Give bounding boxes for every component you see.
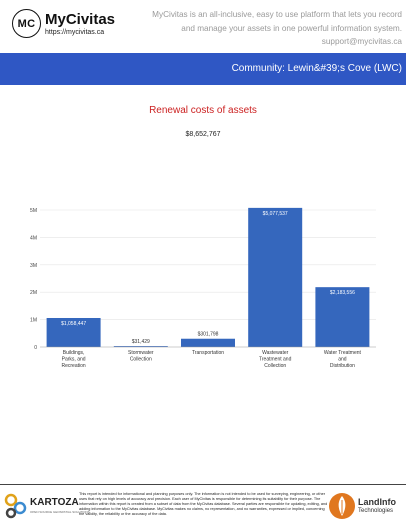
- kartoza-mark-icon: [4, 493, 27, 519]
- bar-value-label: $2,183,556: [330, 290, 355, 296]
- mycivitas-logo: MC: [12, 9, 41, 38]
- kartoza-logo: KARTOZA OPEN SOURCE GEOSPATIAL SOLUTIONS: [3, 491, 90, 521]
- community-name: Community: Lewin&#39;s Cove (LWC): [231, 63, 402, 74]
- bar: [113, 346, 168, 347]
- tagline-block: MyCivitas is an all-inclusive, easy to u…: [137, 8, 402, 49]
- bar-value-label: $1,058,447: [61, 321, 86, 327]
- footer-divider: [0, 484, 406, 485]
- y-tick-label: 5M: [30, 208, 37, 214]
- disclaimer-text: This report is intended for informationa…: [79, 492, 328, 516]
- category-label: Water Treatment and Distribution: [324, 350, 362, 369]
- x-axis-categories: Buildings, Parks, and Recreation Stormwater…: [62, 350, 362, 369]
- community-banner: Community: Lewin&#39;s Cove (LWC): [0, 53, 406, 85]
- bar: [248, 207, 303, 347]
- bar-value-labels: $1,058,447 $31,429 $301,798 $5,077,537 $2,18…: [61, 211, 355, 345]
- brand-url: https://mycivitas.ca: [45, 29, 105, 36]
- kartoza-name: KARTOZA: [30, 497, 79, 508]
- brand-name: MyCivitas: [45, 11, 116, 28]
- landinfo-name: LandInfo: [358, 497, 396, 507]
- bar: [181, 338, 235, 347]
- bar-value-label: $31,429: [132, 339, 150, 345]
- report-header: MC MyCivitas https://mycivitas.ca MyCivi…: [0, 0, 406, 52]
- chart-bars: [46, 207, 370, 347]
- category-label: Buildings, Parks, and Recreation: [62, 350, 86, 369]
- y-tick-label: 4M: [30, 235, 37, 241]
- bar-value-label: $301,798: [198, 332, 219, 338]
- bar-value-label: $5,077,537: [263, 211, 288, 217]
- support-email: support@mycivitas.ca: [321, 37, 402, 46]
- bar: [46, 317, 101, 347]
- y-tick-label: 0: [34, 345, 37, 351]
- landinfo-subtitle: Technologies: [358, 508, 394, 514]
- renewal-costs-chart: 0 1M 2M 3M 4M 5M $1,058,447 $31,429 $301,798 $5,…: [30, 207, 376, 369]
- y-axis-ticks: 0 1M 2M 3M 4M 5M: [30, 208, 37, 351]
- chart-total: $8,652,767: [185, 131, 221, 138]
- tagline-text: MyCivitas is an all-inclusive, easy to u…: [152, 10, 402, 33]
- y-tick-label: 2M: [30, 290, 37, 296]
- category-label: Wastewater Treatment and Collection: [259, 350, 292, 369]
- y-tick-label: 1M: [30, 318, 37, 324]
- y-tick-label: 3M: [30, 263, 37, 269]
- bar: [315, 287, 370, 347]
- landinfo-logo: LandInfo Technologies: [327, 489, 405, 523]
- category-label: Transportation: [192, 350, 224, 356]
- landinfo-mark-icon: [329, 493, 355, 519]
- kartoza-subtitle: OPEN SOURCE GEOSPATIAL SOLUTIONS: [30, 510, 90, 514]
- chart-title: Renewal costs of assets: [149, 105, 257, 116]
- category-label: Stormwater Collection: [128, 350, 154, 363]
